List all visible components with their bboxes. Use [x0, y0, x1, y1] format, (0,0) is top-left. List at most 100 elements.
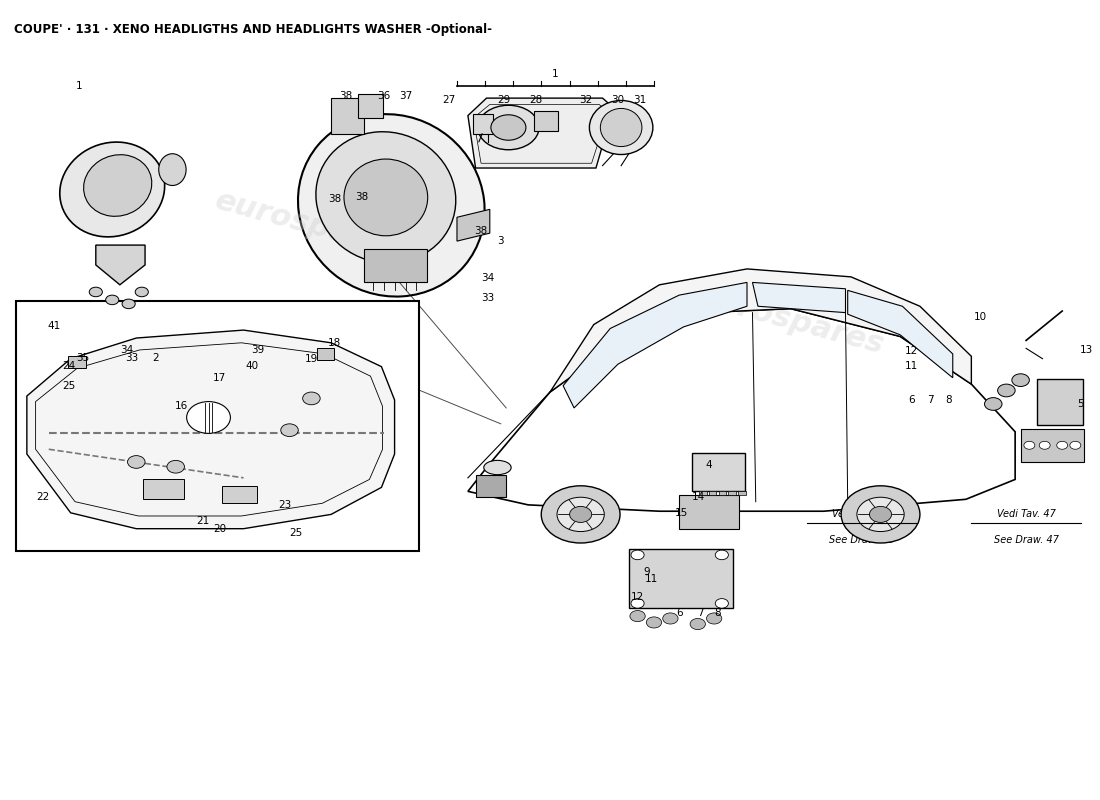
Text: 11: 11: [904, 361, 917, 371]
Circle shape: [631, 550, 645, 560]
Bar: [708, 490, 716, 495]
Polygon shape: [473, 114, 493, 134]
Text: 1: 1: [76, 81, 82, 91]
Text: 11: 11: [646, 574, 659, 584]
Bar: [1037, 379, 1084, 426]
Circle shape: [1040, 442, 1050, 450]
Circle shape: [477, 106, 539, 150]
Ellipse shape: [590, 101, 653, 154]
Circle shape: [570, 506, 592, 522]
Text: See Draw. 47: See Draw. 47: [993, 535, 1058, 545]
Text: 33: 33: [125, 353, 139, 363]
Circle shape: [842, 486, 920, 543]
Text: 39: 39: [251, 345, 264, 355]
Text: 22: 22: [36, 492, 50, 502]
Circle shape: [135, 287, 149, 297]
Text: 38: 38: [328, 194, 341, 204]
Text: 29: 29: [497, 94, 510, 105]
Text: 23: 23: [278, 500, 292, 510]
Text: 8: 8: [945, 395, 952, 405]
Text: 32: 32: [580, 94, 593, 105]
Circle shape: [89, 287, 102, 297]
Circle shape: [1024, 442, 1035, 450]
Text: 8: 8: [714, 608, 720, 618]
Text: 37: 37: [399, 90, 412, 101]
Text: 31: 31: [634, 94, 647, 105]
Circle shape: [167, 460, 185, 473]
Text: 27: 27: [442, 94, 455, 105]
Text: 1: 1: [552, 70, 559, 79]
Circle shape: [662, 613, 678, 624]
Text: 6: 6: [908, 395, 914, 405]
Circle shape: [869, 506, 892, 522]
Text: 33: 33: [481, 294, 494, 303]
Circle shape: [715, 550, 728, 560]
Ellipse shape: [601, 109, 642, 146]
Text: 17: 17: [213, 373, 227, 382]
Text: 40: 40: [245, 361, 258, 371]
Circle shape: [1012, 374, 1030, 386]
Bar: [534, 111, 558, 131]
Polygon shape: [26, 330, 395, 529]
Bar: [317, 347, 334, 360]
Bar: [331, 98, 364, 134]
Circle shape: [491, 114, 526, 140]
Text: 25: 25: [289, 529, 302, 538]
Ellipse shape: [158, 154, 186, 186]
Polygon shape: [96, 245, 145, 285]
Circle shape: [122, 299, 135, 309]
Text: 9: 9: [644, 567, 650, 578]
Text: 6: 6: [675, 608, 682, 618]
Bar: [359, 94, 383, 118]
Text: Vedi Tav. 47: Vedi Tav. 47: [997, 509, 1056, 519]
Bar: [698, 490, 706, 495]
Text: 20: 20: [213, 524, 226, 534]
Circle shape: [1057, 442, 1068, 450]
Polygon shape: [752, 282, 846, 313]
Ellipse shape: [344, 159, 428, 236]
Circle shape: [630, 610, 646, 622]
Text: 21: 21: [197, 516, 210, 526]
Circle shape: [302, 392, 320, 405]
Text: 34: 34: [120, 345, 133, 355]
Text: 10: 10: [974, 311, 987, 322]
Text: 41: 41: [47, 321, 60, 331]
Text: 19: 19: [305, 354, 318, 364]
Ellipse shape: [298, 114, 485, 297]
Polygon shape: [848, 290, 953, 378]
Circle shape: [631, 598, 645, 608]
Text: 4: 4: [705, 460, 712, 470]
Text: Vedi Tav. 45: Vedi Tav. 45: [833, 509, 891, 519]
Circle shape: [706, 613, 722, 624]
Text: 38: 38: [474, 226, 487, 236]
Text: 34: 34: [481, 274, 494, 283]
Bar: [679, 495, 739, 529]
Bar: [143, 478, 185, 499]
Text: 15: 15: [674, 508, 688, 518]
Text: 12: 12: [631, 592, 645, 602]
Circle shape: [857, 498, 904, 531]
Text: COUPE' · 131 · XENO HEADLIGTHS AND HEADLIGHTS WASHER -Optional-: COUPE' · 131 · XENO HEADLIGTHS AND HEADL…: [13, 22, 492, 36]
Ellipse shape: [59, 142, 165, 237]
Circle shape: [690, 618, 705, 630]
Bar: [629, 549, 733, 608]
Polygon shape: [468, 98, 614, 168]
Circle shape: [187, 402, 230, 434]
Text: 5: 5: [1078, 399, 1085, 409]
Circle shape: [984, 398, 1002, 410]
Bar: [15, 301, 419, 551]
Polygon shape: [550, 269, 971, 392]
Text: 35: 35: [76, 353, 89, 363]
Text: 38: 38: [339, 90, 352, 101]
Circle shape: [647, 617, 661, 628]
Bar: [68, 355, 86, 368]
Circle shape: [128, 456, 145, 468]
Bar: [728, 490, 736, 495]
Text: 18: 18: [328, 338, 341, 348]
Text: 13: 13: [1080, 345, 1093, 355]
Bar: [475, 474, 506, 497]
Text: 30: 30: [612, 94, 625, 105]
Circle shape: [998, 384, 1015, 397]
Text: 14: 14: [692, 492, 705, 502]
Circle shape: [557, 498, 604, 531]
